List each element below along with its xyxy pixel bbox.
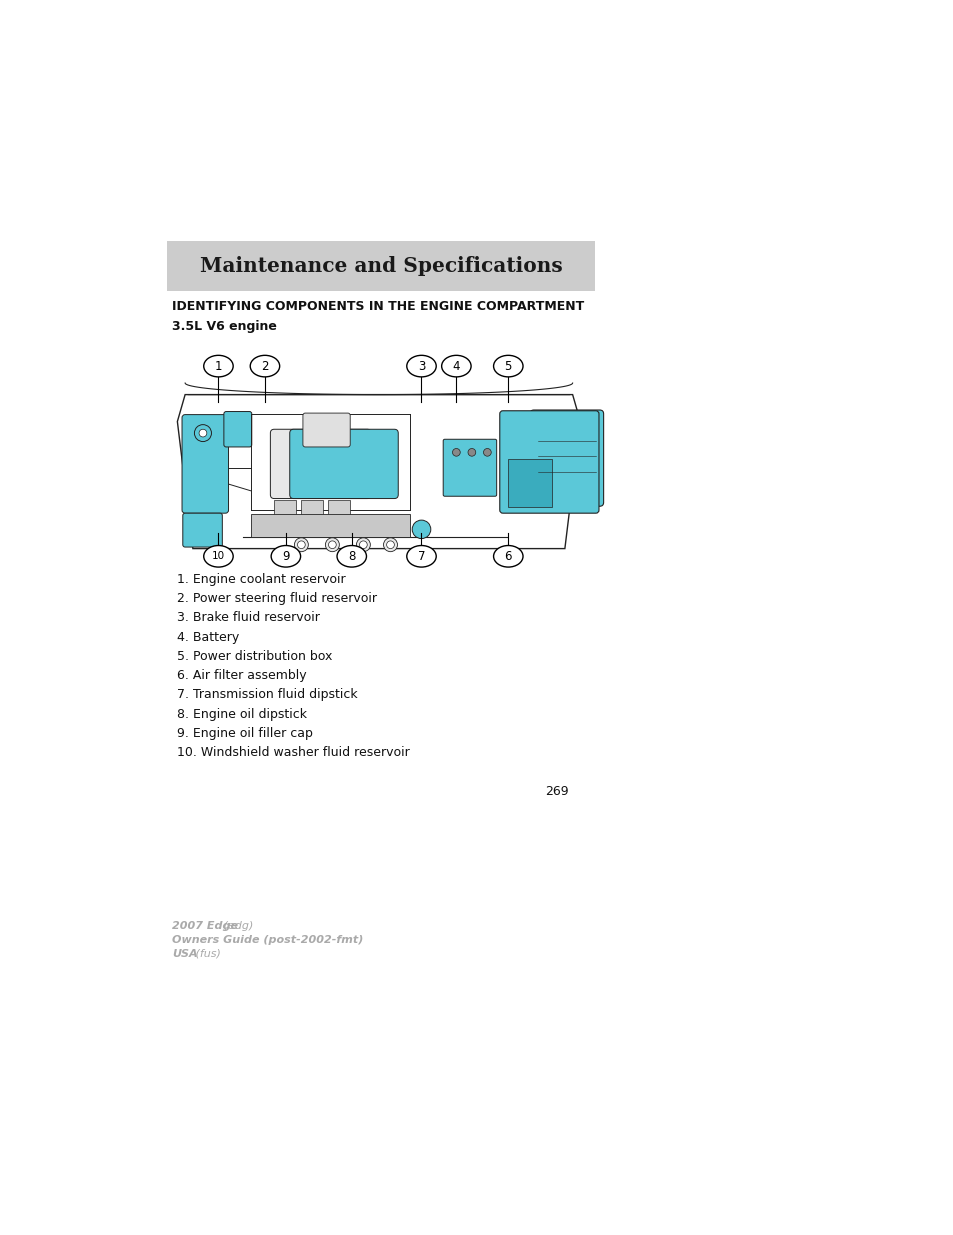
Ellipse shape	[493, 356, 522, 377]
FancyBboxPatch shape	[303, 412, 350, 447]
Text: 8: 8	[348, 550, 355, 563]
FancyBboxPatch shape	[224, 411, 252, 447]
Ellipse shape	[336, 546, 366, 567]
FancyBboxPatch shape	[290, 430, 397, 499]
Circle shape	[452, 448, 459, 456]
FancyBboxPatch shape	[270, 430, 371, 499]
Circle shape	[194, 425, 212, 442]
Ellipse shape	[493, 546, 522, 567]
Ellipse shape	[441, 356, 471, 377]
Text: 7: 7	[417, 550, 425, 563]
FancyBboxPatch shape	[183, 514, 222, 547]
Text: 5: 5	[504, 359, 512, 373]
Ellipse shape	[271, 546, 300, 567]
FancyBboxPatch shape	[499, 411, 598, 514]
Text: 5. Power distribution box: 5. Power distribution box	[177, 650, 333, 663]
Text: 1. Engine coolant reservoir: 1. Engine coolant reservoir	[177, 573, 346, 585]
Circle shape	[359, 541, 367, 548]
Text: 3.5L V6 engine: 3.5L V6 engine	[172, 320, 276, 333]
Circle shape	[199, 430, 207, 437]
Text: 4: 4	[452, 359, 459, 373]
Circle shape	[412, 520, 431, 538]
Text: 9. Engine oil filler cap: 9. Engine oil filler cap	[177, 727, 313, 740]
Text: 4. Battery: 4. Battery	[177, 631, 239, 643]
Ellipse shape	[250, 356, 279, 377]
Bar	[301, 500, 323, 514]
FancyBboxPatch shape	[182, 415, 229, 514]
Bar	[181, 375, 576, 552]
Text: 1: 1	[214, 359, 222, 373]
Text: 3. Brake fluid reservoir: 3. Brake fluid reservoir	[177, 611, 320, 625]
Text: Owners Guide (post-2002-fmt): Owners Guide (post-2002-fmt)	[172, 935, 363, 945]
Bar	[251, 514, 410, 537]
Circle shape	[468, 448, 476, 456]
Text: USA: USA	[172, 948, 197, 958]
Ellipse shape	[204, 356, 233, 377]
Text: (edg): (edg)	[220, 921, 253, 931]
Text: 8. Engine oil dipstick: 8. Engine oil dipstick	[177, 708, 307, 721]
Text: 3: 3	[417, 359, 425, 373]
Text: 269: 269	[545, 784, 568, 798]
Text: 2. Power steering fluid reservoir: 2. Power steering fluid reservoir	[177, 592, 377, 605]
Circle shape	[356, 537, 370, 552]
Text: 2: 2	[261, 359, 269, 373]
Text: 10. Windshield washer fluid reservoir: 10. Windshield washer fluid reservoir	[177, 746, 410, 760]
Circle shape	[294, 537, 308, 552]
Text: 2007 Edge: 2007 Edge	[172, 921, 237, 931]
Text: 9: 9	[282, 550, 290, 563]
Ellipse shape	[406, 546, 436, 567]
Text: 7. Transmission fluid dipstick: 7. Transmission fluid dipstick	[177, 688, 357, 701]
Text: (fus): (fus)	[192, 948, 221, 958]
Circle shape	[383, 537, 397, 552]
Circle shape	[328, 541, 335, 548]
Circle shape	[297, 541, 305, 548]
Text: Maintenance and Specifications: Maintenance and Specifications	[199, 256, 562, 275]
Text: 6: 6	[504, 550, 512, 563]
Ellipse shape	[406, 356, 436, 377]
FancyBboxPatch shape	[507, 459, 551, 508]
Bar	[274, 500, 295, 514]
Circle shape	[483, 448, 491, 456]
Circle shape	[386, 541, 394, 548]
Text: 10: 10	[212, 551, 225, 561]
Bar	[328, 500, 350, 514]
Bar	[167, 241, 595, 290]
Text: IDENTIFYING COMPONENTS IN THE ENGINE COMPARTMENT: IDENTIFYING COMPONENTS IN THE ENGINE COM…	[172, 300, 583, 312]
FancyBboxPatch shape	[443, 440, 497, 496]
Ellipse shape	[204, 546, 233, 567]
FancyBboxPatch shape	[530, 410, 603, 506]
Text: 6. Air filter assembly: 6. Air filter assembly	[177, 669, 307, 682]
Circle shape	[325, 537, 339, 552]
